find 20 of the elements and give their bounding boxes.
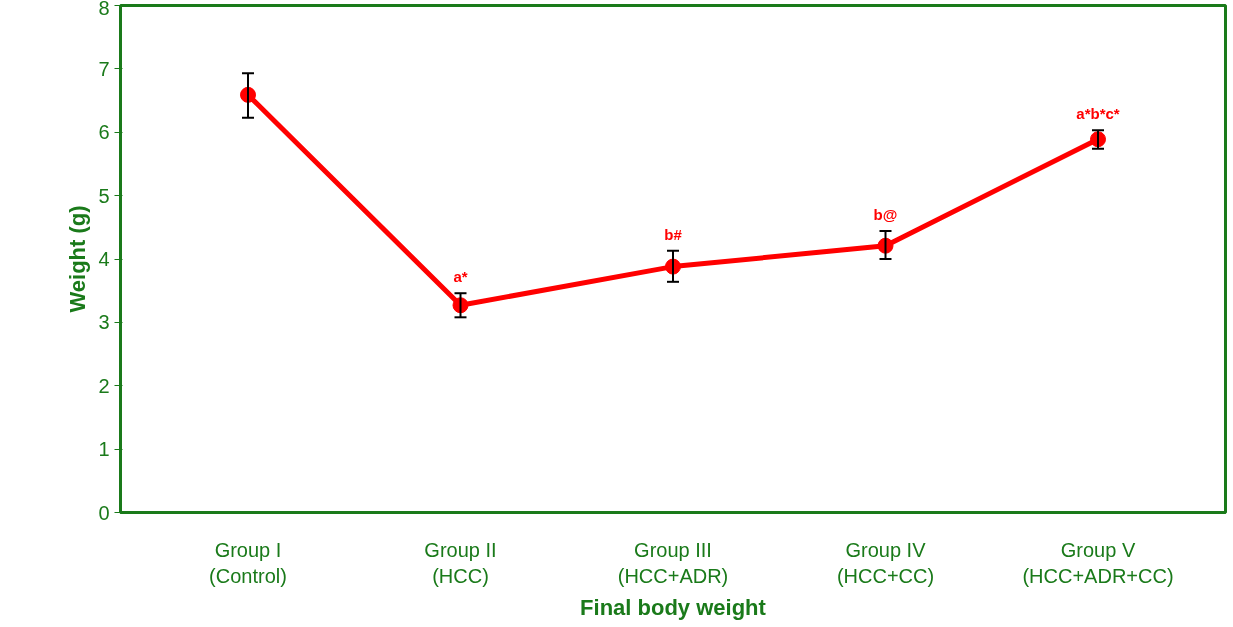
y-tick-label: 6 [98, 121, 110, 144]
annotation: b@ [873, 206, 898, 224]
x-tick-label: Group I (Control) [209, 538, 287, 587]
y-tick-label: 7 [98, 57, 110, 80]
y-tick-label: 0 [98, 501, 110, 524]
x-tick-label: Group V (HCC+ADR+CC) [1022, 538, 1174, 587]
annotation: b# [664, 225, 683, 243]
y-tick-label: 4 [98, 248, 110, 270]
x-tick-label: Group III (HCC+ADR) [617, 538, 729, 587]
y-axis-title: Weight (g) [65, 205, 91, 313]
annotation: a* [453, 268, 468, 286]
x-axis-title: Final body weight [580, 594, 767, 620]
x-tick-label: Group IV (HCC+CC) [836, 538, 935, 587]
y-tick-label: 3 [98, 311, 110, 334]
y-tick-label: 1 [98, 438, 110, 461]
y-tick-label: 8 [98, 0, 110, 19]
annotation: a*b*c* [1076, 105, 1120, 123]
x-tick-label: Group II (HCC) [424, 538, 497, 587]
y-tick-label: 5 [98, 184, 110, 207]
y-tick-label: 2 [98, 374, 110, 397]
